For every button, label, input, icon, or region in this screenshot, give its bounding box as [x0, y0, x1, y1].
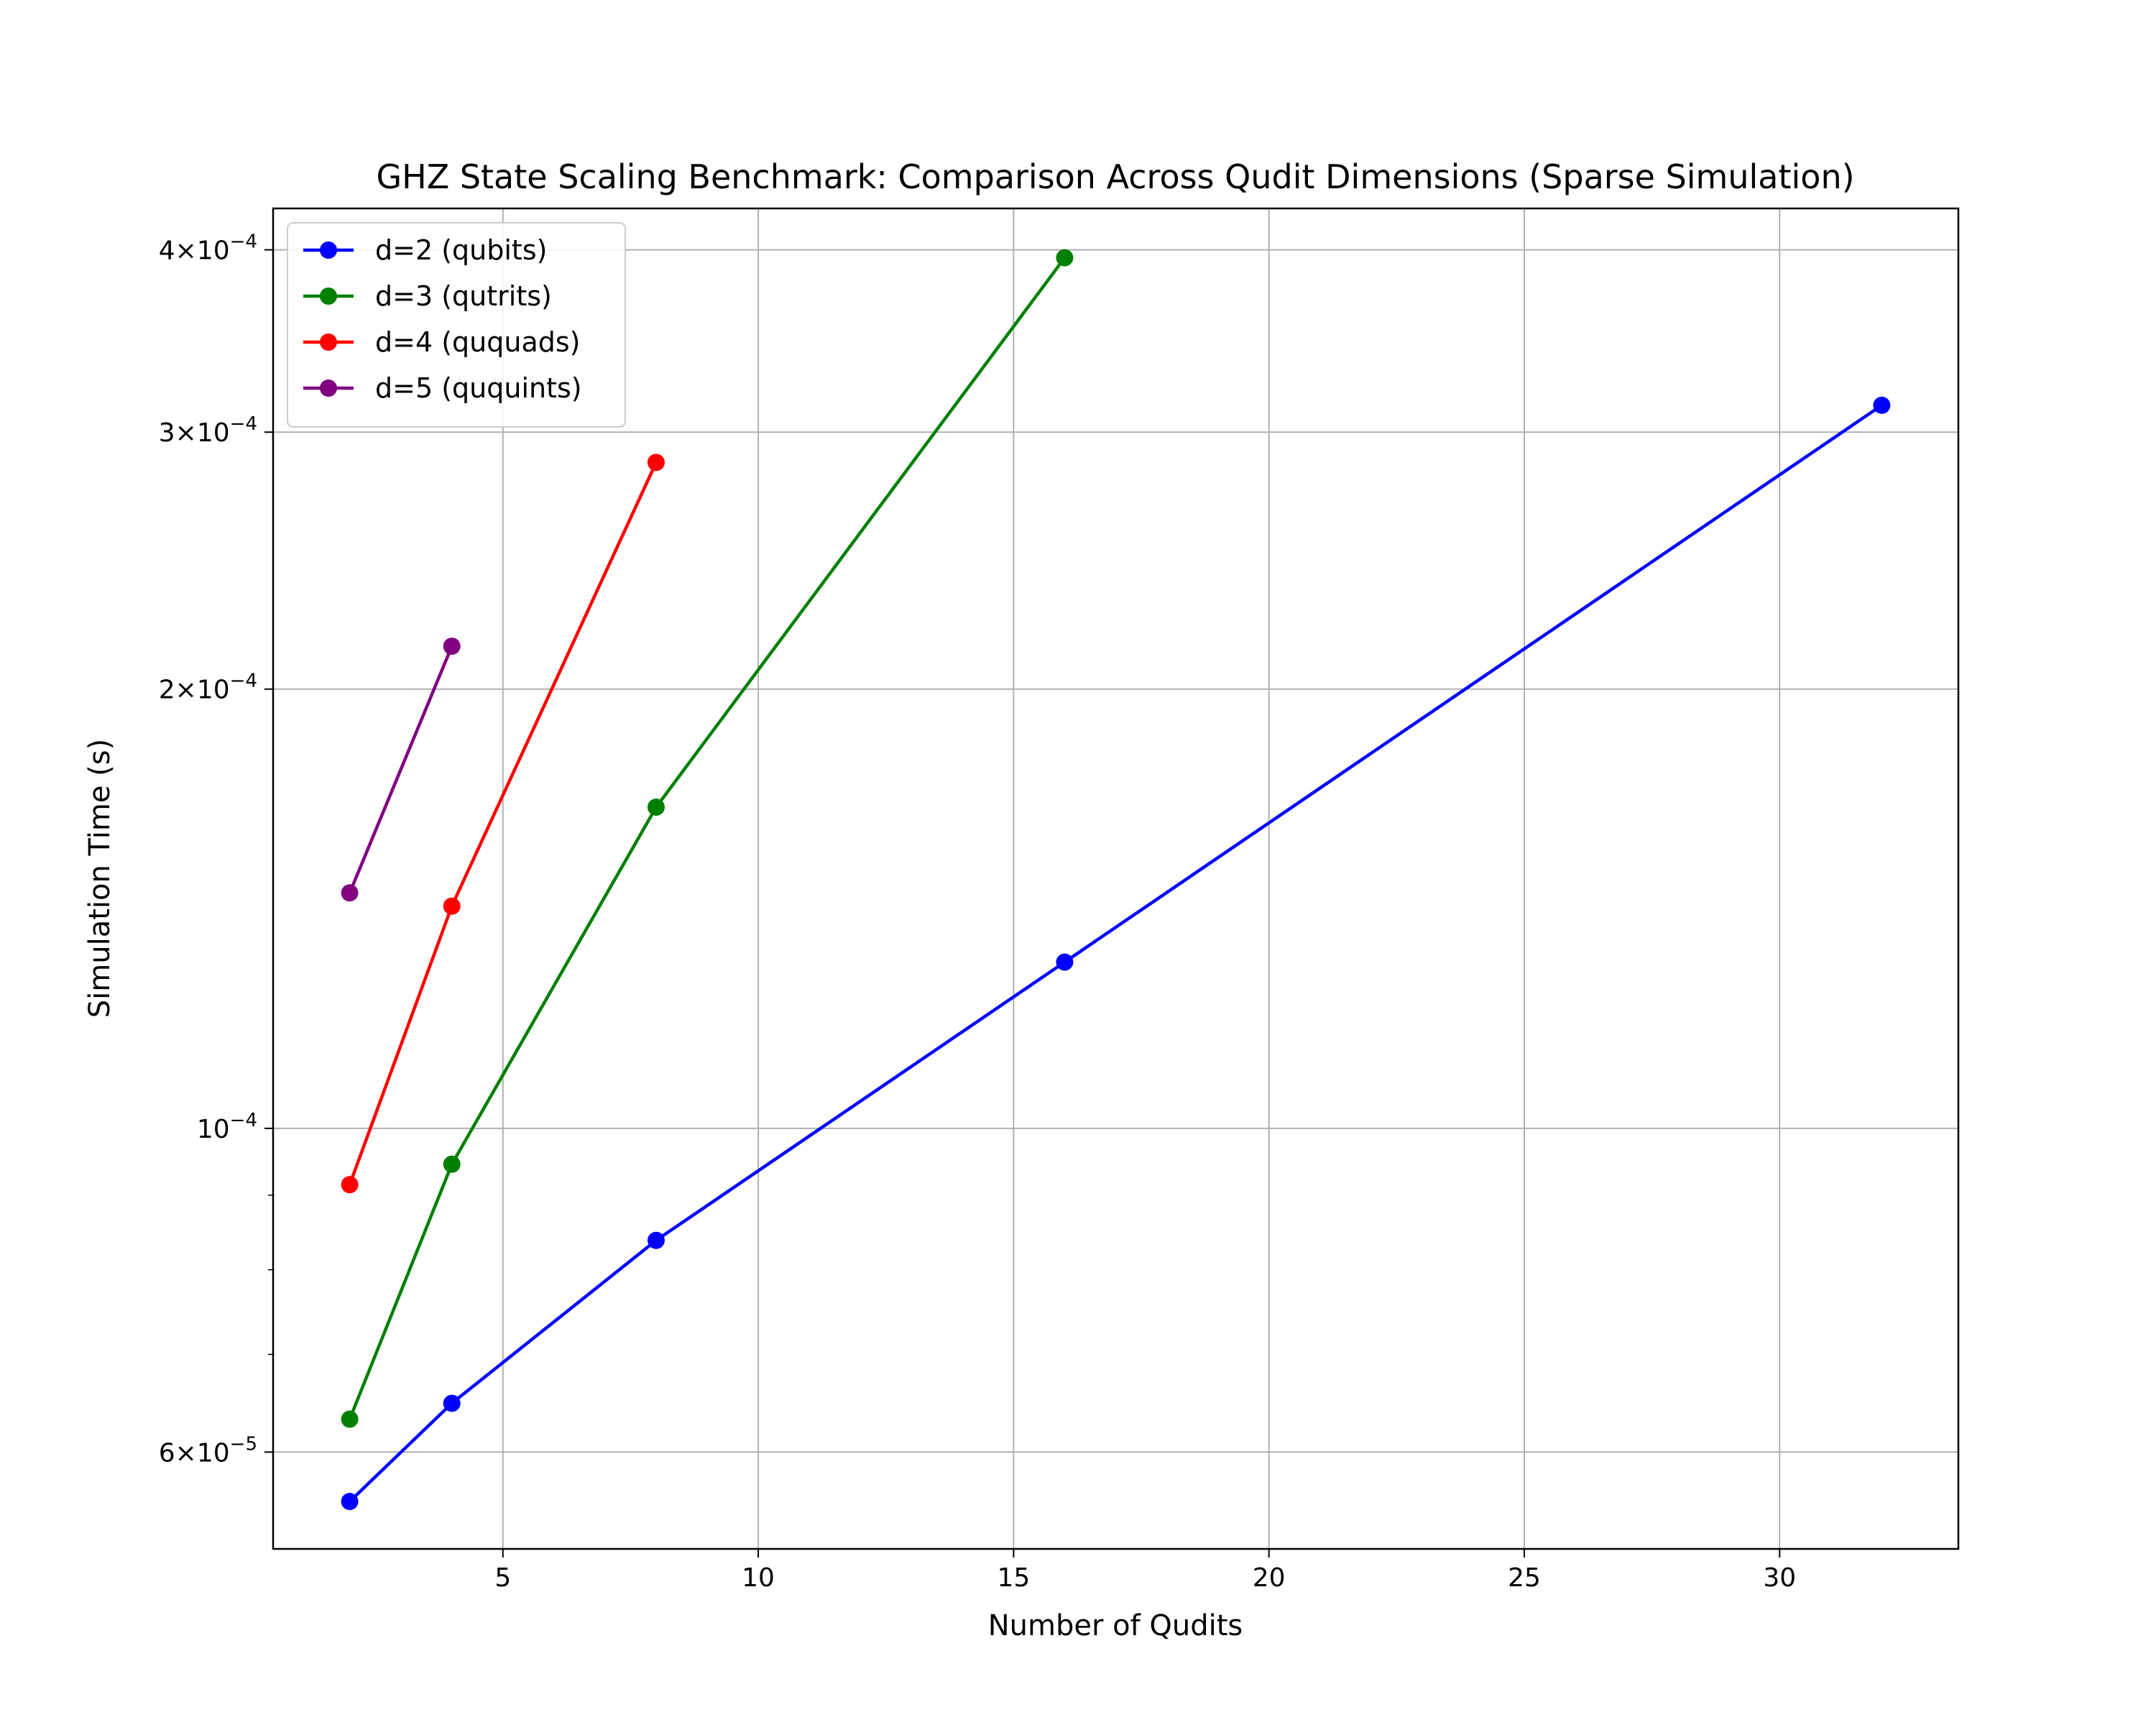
legend: d=2 (qubits) d=3 (qutrits) d=4 (ququads) d=… [287, 222, 626, 428]
data-point-d2 [647, 1231, 665, 1249]
data-point-d3 [443, 1155, 461, 1173]
plot-frame [272, 207, 1960, 1550]
data-point-d3 [1056, 249, 1074, 267]
series-line-d2 [349, 403, 1883, 1503]
legend-label: d=4 (ququads) [375, 326, 580, 358]
data-point-d3 [341, 1410, 359, 1428]
data-point-d4 [443, 897, 461, 915]
data-point-d2 [341, 1493, 359, 1511]
ticks-layer: 5 10 15 20 25 30 6×10−5 10−4 2×10−4 3×10−4 4×10−4 [159, 231, 1796, 1593]
series-layer [341, 249, 1891, 1511]
x-tick-label: 20 [1253, 1563, 1286, 1593]
y-axis-label: Simulation Time (s) [83, 739, 116, 1018]
series-line-d5 [348, 645, 453, 894]
x-tick-label: 25 [1508, 1563, 1541, 1593]
legend-label: d=3 (qutrits) [375, 280, 552, 312]
data-point-d4 [647, 454, 665, 472]
x-tick-label: 30 [1763, 1563, 1796, 1593]
legend-label: d=5 (ququints) [375, 372, 582, 404]
legend-marker [320, 242, 337, 259]
x-tick-label: 5 [494, 1563, 511, 1593]
legend-marker [320, 288, 337, 305]
y-tick-label: 10−4 [197, 1110, 257, 1144]
x-tick-label: 15 [997, 1563, 1030, 1593]
data-point-d3 [647, 799, 665, 816]
y-tick-label: 2×10−4 [159, 671, 257, 705]
legend-box [287, 222, 626, 428]
chart-title: GHZ State Scaling Benchmark: Comparison … [376, 157, 1854, 196]
data-point-d5 [443, 638, 461, 656]
x-tick-label: 10 [742, 1563, 775, 1593]
legend-label: d=2 (qubits) [375, 234, 547, 266]
legend-marker [320, 334, 337, 351]
series-line-d3 [348, 257, 1067, 1420]
data-point-d5 [341, 884, 359, 902]
y-tick-label: 4×10−4 [159, 231, 257, 266]
data-point-d2 [1056, 953, 1074, 971]
legend-marker [320, 380, 337, 397]
y-tick-label: 3×10−4 [159, 413, 257, 448]
y-tick-label: 6×10−5 [159, 1433, 257, 1468]
data-point-d2 [1873, 396, 1891, 414]
data-point-d2 [443, 1394, 461, 1412]
data-point-d4 [341, 1176, 359, 1194]
x-axis-label: Number of Qudits [988, 1609, 1243, 1642]
